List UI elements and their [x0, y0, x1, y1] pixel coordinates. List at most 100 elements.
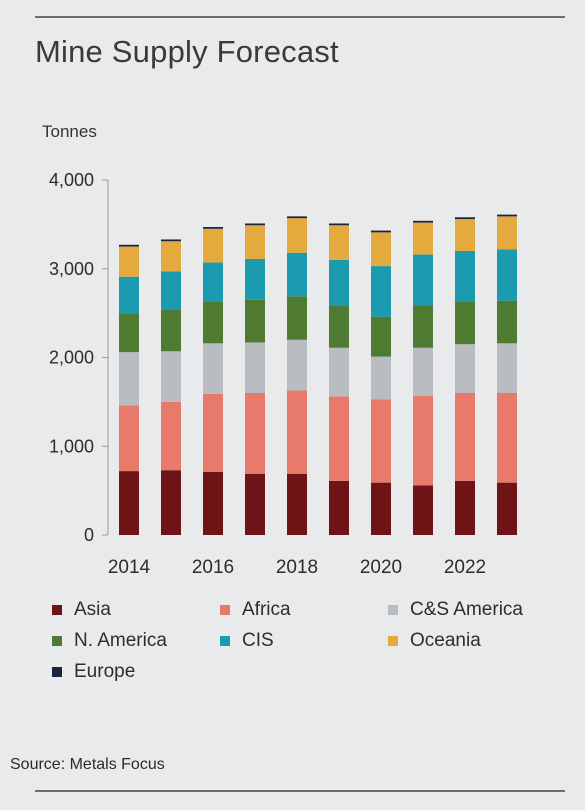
bar-segment [287, 218, 307, 253]
bar-segment [413, 347, 433, 396]
bar-segment [119, 314, 139, 353]
bar-segment [371, 230, 391, 233]
bar-segment [119, 276, 139, 315]
legend-item: Africa [220, 598, 388, 622]
source-note: Source: Metals Focus [10, 756, 165, 773]
bar-segment [161, 401, 181, 471]
bar-segment [161, 470, 181, 535]
bar-segment [455, 393, 475, 481]
legend-label: CIS [242, 630, 274, 651]
y-tick-label: 3,000 [49, 259, 94, 279]
bar-segment [455, 251, 475, 302]
bar-segment [203, 301, 223, 344]
legend-item: Oceania [388, 629, 572, 653]
bar-segment [245, 473, 265, 535]
x-tick-label: 2022 [444, 557, 486, 578]
bar-segment [371, 232, 391, 267]
bar-segment [245, 299, 265, 343]
bar-segment [245, 342, 265, 393]
bar-segment [161, 239, 181, 242]
bar-segment [203, 228, 223, 263]
bar-segment [245, 393, 265, 474]
bar-segment [245, 223, 265, 226]
legend-item: C&S America [388, 598, 572, 622]
bar-segment [497, 214, 517, 217]
bar-segment [497, 300, 517, 344]
bar-segment [161, 241, 181, 272]
bar-segment [287, 296, 307, 340]
bar-segment [161, 309, 181, 352]
x-tick-label: 2020 [360, 557, 402, 578]
stacked-bar-chart: 0 1,000 2,000 3,000 4,000 2014 2016 2018 2020 202… [49, 170, 517, 578]
bar-segment [329, 223, 349, 226]
bar-segment [245, 258, 265, 300]
bar-segment [119, 244, 139, 247]
bar-segment [413, 254, 433, 306]
top-rule [35, 16, 565, 18]
bar-segment [413, 220, 433, 223]
bar-segment [497, 249, 517, 301]
bar-segment [371, 266, 391, 317]
bar-segment [203, 227, 223, 229]
bar-segment [119, 352, 139, 406]
bar-segment [455, 219, 475, 251]
bar-segment [497, 216, 517, 250]
bar-segment [161, 271, 181, 310]
y-tick-label: 2,000 [49, 348, 94, 368]
bar-segment [203, 343, 223, 394]
bar-segment [413, 305, 433, 348]
legend-swatch [52, 667, 62, 677]
bar-segment [329, 480, 349, 535]
legend-item: Asia [52, 598, 220, 622]
bar-segment [497, 393, 517, 483]
legend-swatch [388, 636, 398, 646]
bar-segment [371, 482, 391, 535]
bar-segment [161, 351, 181, 402]
bar-segment [329, 259, 349, 307]
bar-segment [455, 217, 475, 220]
chart-legend: Asia Africa C&S America N. America CIS Oceani… [52, 598, 572, 684]
legend-label: Africa [242, 599, 291, 620]
legend-swatch [52, 636, 62, 646]
bar-segment [413, 395, 433, 486]
bar-segment [329, 396, 349, 481]
legend-item: Europe [52, 660, 220, 684]
bar-segment [455, 480, 475, 535]
x-tick-label: 2018 [276, 557, 318, 578]
legend-swatch [52, 605, 62, 615]
bar-segment [371, 399, 391, 483]
bar-segment [371, 356, 391, 400]
y-tick-label: 4,000 [49, 170, 94, 190]
bar-segment [287, 390, 307, 474]
legend-label: Asia [74, 599, 111, 620]
legend-label: N. America [74, 630, 167, 651]
legend-label: Europe [74, 661, 136, 682]
y-tick-label: 0 [84, 525, 94, 545]
bar-segment [329, 225, 349, 260]
bar-segment [119, 471, 139, 535]
legend-item: CIS [220, 629, 388, 653]
bar-segment [203, 393, 223, 472]
bar-segment [203, 471, 223, 535]
x-tick-label: 2016 [192, 557, 234, 578]
bar-segment [119, 405, 139, 472]
bar-segment [287, 216, 307, 219]
legend-item: N. America [52, 629, 220, 653]
bar-segment [329, 347, 349, 397]
bar-segment [455, 344, 475, 393]
bar-segment [413, 485, 433, 535]
bar-segment [287, 252, 307, 297]
bar-segment [203, 262, 223, 302]
x-tick-label: 2014 [108, 557, 151, 578]
bar-segment [119, 246, 139, 277]
bar-segment [245, 225, 265, 259]
legend-swatch [220, 636, 230, 646]
page-title: Mine Supply Forecast [35, 34, 339, 69]
bar-segment [497, 343, 517, 393]
y-axis-unit-label: Tonnes [42, 122, 97, 141]
bar-segment [329, 306, 349, 348]
bar-segment [497, 482, 517, 535]
bar-segment [371, 316, 391, 357]
bar-segment [287, 339, 307, 391]
bar-segment [287, 473, 307, 535]
